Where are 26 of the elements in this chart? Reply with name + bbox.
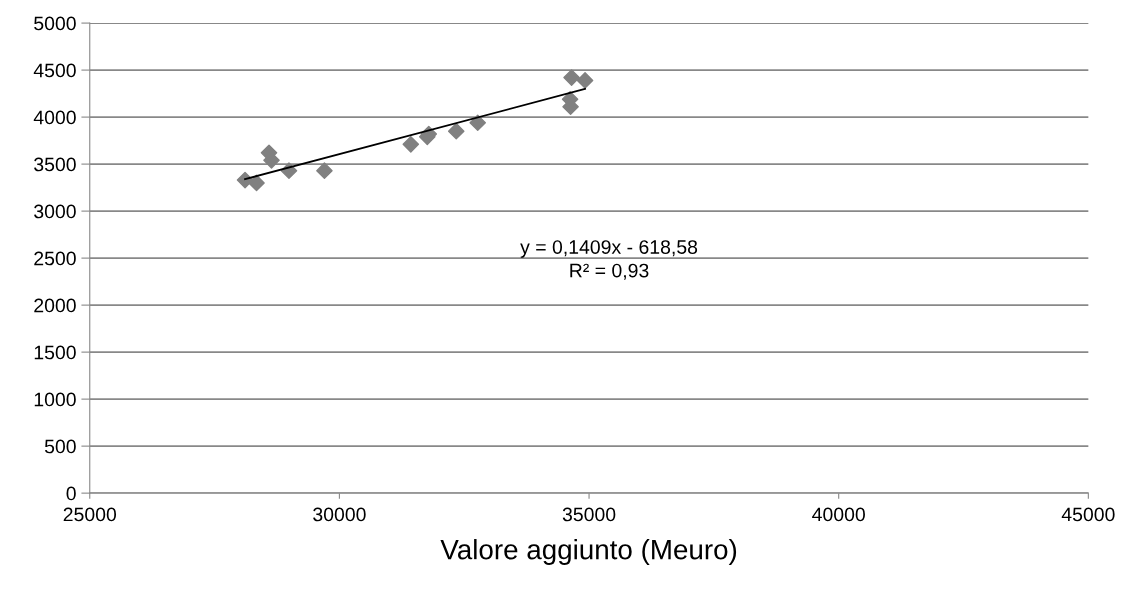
y-tick-label: 1000 [34, 392, 76, 407]
point [248, 174, 265, 192]
point [469, 114, 487, 132]
x-axis-title: Valore aggiunto (Meuro) [440, 539, 737, 565]
y-tick-label: 1500 [34, 345, 76, 360]
y-tick-label: 3000 [34, 204, 76, 219]
y-tick-label: 5000 [34, 16, 76, 31]
point [563, 69, 580, 86]
x-tick-label: 30000 [313, 507, 366, 522]
x-tick-label: 45000 [1061, 507, 1115, 522]
y-tick-label: 2000 [34, 298, 76, 313]
y-tick-label: 500 [44, 439, 76, 454]
annotation: R² = 0,93 [570, 263, 649, 280]
point [576, 72, 594, 89]
annotation: y = 0,1409x - 618,58 [520, 240, 698, 258]
x-tick-label: 25000 [63, 507, 117, 522]
y-tick-label: 3500 [34, 157, 76, 172]
x-tick-label: 40000 [812, 507, 865, 522]
y-tick-label: 2500 [34, 251, 76, 266]
point [447, 122, 465, 140]
point [316, 162, 333, 179]
y-tick-label: 4500 [33, 63, 76, 78]
x-tick-label: 35000 [562, 507, 616, 522]
point [402, 136, 420, 153]
y-tick-label: 0 [66, 486, 76, 501]
y-tick-label: 4000 [33, 110, 76, 125]
